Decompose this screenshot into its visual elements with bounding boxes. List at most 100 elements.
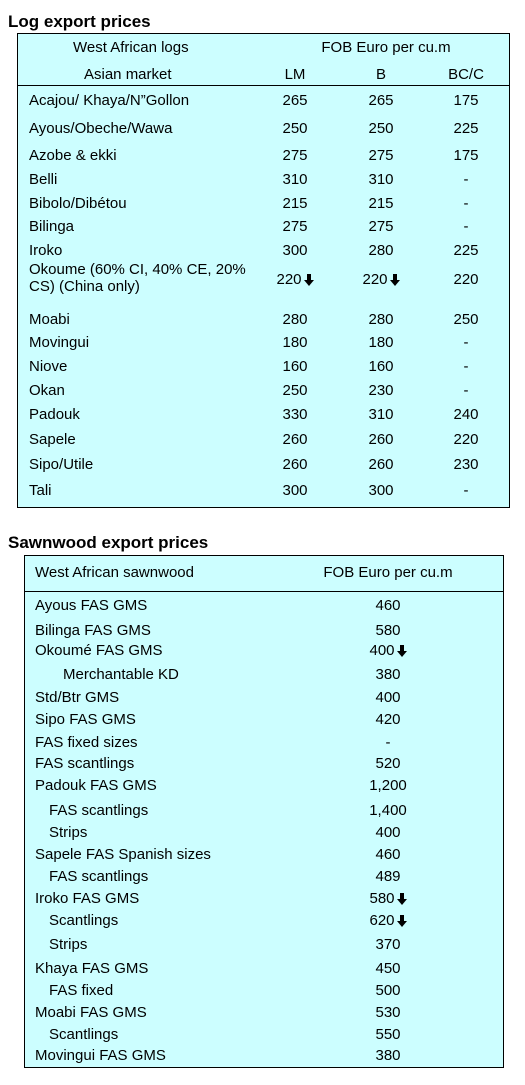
grade-header-b: B xyxy=(375,66,386,83)
log-row-price-value: 175 xyxy=(453,92,479,109)
log-row-price-value: 225 xyxy=(453,120,479,137)
log-row-price-bcc: - xyxy=(438,171,494,188)
sawn-row-price-value: 580 xyxy=(375,622,401,639)
log-row-price-value: 260 xyxy=(368,431,394,448)
log-row-species: Azobe & ekki xyxy=(29,147,117,164)
arrow-down-icon xyxy=(396,645,407,658)
log-row-species: Bibolo/Dibétou xyxy=(29,195,127,212)
log-section-title: Log export prices xyxy=(8,12,151,31)
log-row-price-bcc: 250 xyxy=(438,311,494,328)
log-row-price-value: 220 xyxy=(453,431,479,448)
sawn-row-price: 530 xyxy=(348,1004,428,1021)
sawn-row-price: 460 xyxy=(348,597,428,614)
sawn-section-title: Sawnwood export prices xyxy=(8,533,209,552)
log-row-price-value: 280 xyxy=(282,311,308,328)
log-row-price-value: 275 xyxy=(368,147,394,164)
log-row-price-value: 160 xyxy=(282,358,308,375)
sawn-row-price: - xyxy=(348,734,428,751)
log-row-price-lm: 250 xyxy=(267,382,323,399)
sawn-row-product: Strips xyxy=(49,936,88,953)
log-row-price-value: 260 xyxy=(368,456,394,473)
log-row-price-b: 265 xyxy=(353,92,409,109)
log-row-price-value: - xyxy=(463,218,469,235)
sawn-row-price-value: 420 xyxy=(375,711,401,728)
log-row-species: Iroko xyxy=(29,242,63,259)
log-row-price-bcc: 225 xyxy=(438,242,494,259)
log-row-price-b: 260 xyxy=(353,431,409,448)
log-row-price-value: 310 xyxy=(368,406,394,423)
log-row-price-value: 250 xyxy=(453,311,479,328)
log-row-species: Belli xyxy=(29,171,58,188)
sawn-row-product: Ayous FAS GMS xyxy=(35,597,148,614)
log-row-price-value: 275 xyxy=(282,147,308,164)
sawn-row-price-value: 500 xyxy=(375,982,401,999)
log-row-price-value: 230 xyxy=(453,456,479,473)
sawn-row-price-value: 520 xyxy=(375,755,401,772)
log-row-species: Tali xyxy=(29,482,52,499)
log-row-price-value: - xyxy=(463,171,469,188)
sawn-row-product: Sipo FAS GMS xyxy=(35,711,136,728)
log-row-species: Okan xyxy=(29,382,65,399)
grade-header-lm: LM xyxy=(284,66,306,83)
sawn-row-product: FAS fixed sizes xyxy=(35,734,138,751)
sawn-row-price: 400 xyxy=(348,642,428,659)
log-row-price-lm: 260 xyxy=(267,456,323,473)
log-header-divider xyxy=(18,85,509,86)
log-row-price-value: 250 xyxy=(282,382,308,399)
log-row-species: Sapele xyxy=(29,431,76,448)
log-row-price-value: 240 xyxy=(453,406,479,423)
log-row-price-b: 160 xyxy=(353,358,409,375)
sawn-row-product: Std/Btr GMS xyxy=(35,689,120,706)
sawn-row-price: 380 xyxy=(348,1047,428,1064)
log-row-price-value: - xyxy=(463,334,469,351)
arrow-down-icon xyxy=(396,915,407,928)
log-row-price-value: 275 xyxy=(368,218,394,235)
sawn-row-price-value: 460 xyxy=(375,597,401,614)
sawn-row-product: Iroko FAS GMS xyxy=(35,890,140,907)
log-row-price-value: 160 xyxy=(368,358,394,375)
sawn-row-price-value: 530 xyxy=(375,1004,401,1021)
log-row-price-value: 280 xyxy=(368,242,394,259)
log-row-price-value: 180 xyxy=(368,334,394,351)
sawn-row-price-value: 380 xyxy=(375,1047,401,1064)
sawn-row-price-value: 400 xyxy=(375,824,401,841)
log-row-price-value: 175 xyxy=(453,147,479,164)
log-row-price-value: 220 xyxy=(453,271,479,288)
log-row-price-b: 280 xyxy=(353,242,409,259)
log-row-species: Acajou/ Khaya/N”Gollon xyxy=(29,92,190,109)
log-row-price-b: 230 xyxy=(353,382,409,399)
sawn-row-product: Scantlings xyxy=(49,1026,119,1043)
log-row-price-value: 300 xyxy=(368,482,394,499)
log-row-price-lm: 220 xyxy=(267,271,323,288)
sawn-row-price-value: 580 xyxy=(369,890,395,907)
log-row-price-lm: 260 xyxy=(267,431,323,448)
log-row-price-value: 215 xyxy=(282,195,308,212)
log-row-price-b: 300 xyxy=(353,482,409,499)
log-row-price-lm: 250 xyxy=(267,120,323,137)
log-row-price-b: 310 xyxy=(353,406,409,423)
sawn-col1-header: West African sawnwood xyxy=(35,564,194,581)
sawn-row-price-value: 489 xyxy=(375,868,401,885)
sawn-row-product: Okoumé FAS GMS xyxy=(35,642,163,659)
log-row-price-value: 280 xyxy=(368,311,394,328)
sawn-row-price-value: 460 xyxy=(375,846,401,863)
sawn-row-product: Sapele FAS Spanish sizes xyxy=(35,846,211,863)
log-col1-header: West African logs xyxy=(73,39,189,56)
sawn-row-product: FAS scantlings xyxy=(49,802,149,819)
log-row-price-bcc: 220 xyxy=(438,431,494,448)
sawn-row-price: 550 xyxy=(348,1026,428,1043)
log-row-price-b: 280 xyxy=(353,311,409,328)
log-row-species: Moabi xyxy=(29,311,70,328)
log-row-price-bcc: - xyxy=(438,334,494,351)
log-row-price-bcc: 240 xyxy=(438,406,494,423)
log-price-header: FOB Euro per cu.m xyxy=(321,39,451,56)
log-row-price-value: 265 xyxy=(368,92,394,109)
log-row-price-value: 220 xyxy=(362,271,388,288)
arrow-down-icon xyxy=(303,274,314,287)
sawn-row-price: 1,200 xyxy=(348,777,428,794)
arrow-down-icon xyxy=(389,274,400,287)
log-row-price-lm: 275 xyxy=(267,147,323,164)
log-row-price-lm: 265 xyxy=(267,92,323,109)
log-row-price-value: 330 xyxy=(282,406,308,423)
log-row-species: Niove xyxy=(29,358,68,375)
